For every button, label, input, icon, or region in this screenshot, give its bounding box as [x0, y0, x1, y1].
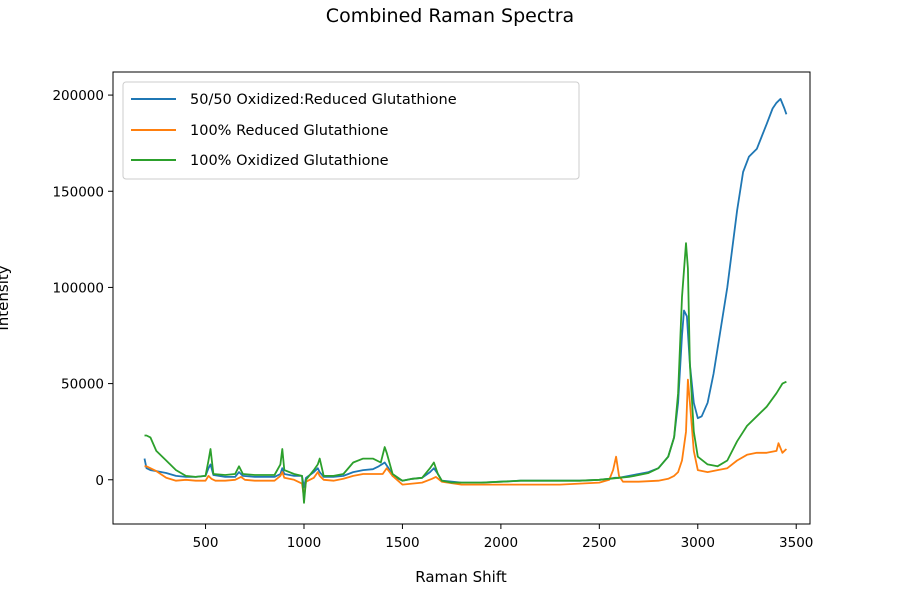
- x-tick-label: 1500: [385, 535, 419, 551]
- y-tick-label: 100000: [52, 280, 104, 296]
- series-layer: [143, 98, 788, 504]
- x-tick-label: 2500: [582, 535, 616, 551]
- x-tick-label: 500: [193, 535, 219, 551]
- y-tick-label: 150000: [52, 184, 104, 200]
- legend-label-series-1: 50/50 Oxidized:Reduced Glutathione: [190, 92, 457, 108]
- legend-label-series-2: 100% Reduced Glutathione: [190, 123, 388, 139]
- chart-title: Combined Raman Spectra: [326, 5, 574, 27]
- x-tick-label: 2000: [484, 535, 518, 551]
- series-line-3: [144, 242, 787, 504]
- x-tick-label: 3000: [681, 535, 715, 551]
- legend-label-series-3: 100% Oxidized Glutathione: [190, 153, 389, 169]
- x-axis-ticks: 500 1000 1500 2000 2500 3000 3500: [193, 524, 813, 551]
- x-axis-label: Raman Shift: [415, 568, 507, 586]
- y-axis-label: Intensity: [0, 265, 12, 330]
- plot-frame: [112, 71, 811, 525]
- x-tick-label: 3500: [779, 535, 813, 551]
- y-tick-label: 0: [95, 473, 104, 489]
- legend-box: [122, 81, 580, 180]
- series-line-1: [143, 98, 788, 489]
- y-axis-ticks: 0 50000 100000 150000 200000: [52, 88, 113, 489]
- legend: 50/50 Oxidized:Reduced Glutathione 100% …: [122, 81, 580, 180]
- series-line-2: [144, 378, 788, 498]
- x-tick-label: 1000: [287, 535, 321, 551]
- y-tick-label: 50000: [61, 377, 104, 393]
- y-tick-label: 200000: [52, 88, 104, 104]
